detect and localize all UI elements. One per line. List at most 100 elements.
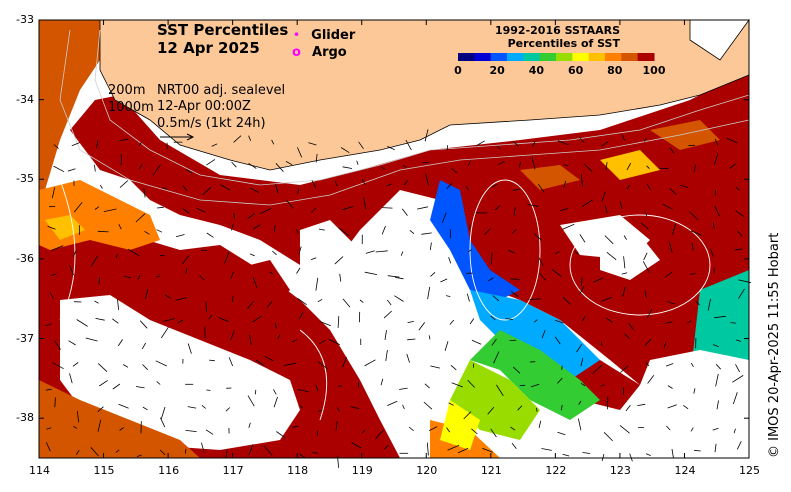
current-arrow: [248, 422, 251, 428]
current-arrow: [46, 427, 52, 430]
current-arrow: [690, 362, 694, 367]
current-arrow: [604, 235, 614, 245]
contour-1000m-label: 1000m: [108, 100, 154, 115]
current-arrow: [49, 292, 54, 299]
current-arrow: [139, 320, 148, 329]
current-arrow: [643, 252, 648, 261]
current-arrow: [513, 206, 516, 216]
current-arrow: [335, 420, 338, 431]
colorbar-swatch: [490, 53, 508, 61]
current-arrow: [156, 206, 164, 209]
current-arrow: [248, 135, 252, 141]
current-arrow: [690, 427, 694, 432]
current-arrow: [209, 359, 215, 362]
current-arrow: [218, 317, 229, 322]
current-arrow: [715, 373, 719, 387]
y-tick-label: -37: [16, 331, 34, 345]
argo-legend: o Argo: [292, 41, 347, 60]
current-arrow: [735, 339, 742, 342]
current-arrow: [430, 365, 440, 369]
current-arrow: [341, 206, 354, 211]
argo-label: Argo: [312, 45, 347, 60]
current-arrow: [264, 355, 274, 362]
colorbar-tick-label: 0: [454, 64, 462, 77]
x-tick-label: 116: [158, 464, 180, 477]
current-arrow: [72, 362, 79, 367]
current-arrow: [339, 273, 342, 282]
current-arrow: [94, 206, 100, 210]
current-arrow: [690, 273, 696, 275]
current-arrow: [299, 405, 303, 409]
current-arrow: [112, 318, 119, 324]
current-arrow: [448, 402, 454, 406]
current-arrow: [422, 161, 430, 164]
contour-200m-label: 200m: [108, 83, 146, 98]
current-arrow: [421, 232, 432, 235]
current-arrow: [95, 318, 105, 321]
current-arrow: [247, 395, 255, 407]
current-arrow: [138, 142, 142, 147]
current-arrow: [687, 320, 692, 324]
current-arrow: [291, 339, 298, 343]
current-arrow: [560, 405, 563, 411]
current-arrow: [581, 315, 586, 322]
current-arrow: [579, 285, 585, 295]
current-arrow: [384, 330, 387, 340]
current-arrow: [295, 228, 299, 235]
current-arrow: [273, 396, 278, 408]
current-arrow: [52, 362, 64, 370]
current-arrow: [152, 164, 161, 176]
current-arrow: [308, 142, 317, 146]
current-arrow: [90, 447, 99, 457]
current-arrow: [551, 269, 562, 277]
current-arrow: [517, 405, 523, 411]
current-arrow: [427, 286, 431, 300]
colorbar-swatch: [458, 53, 475, 61]
current-arrow: [646, 309, 653, 319]
current-arrow: [255, 359, 265, 366]
current-arrow: [145, 288, 149, 300]
current-arrow: [76, 410, 80, 423]
current-arrow: [457, 447, 469, 454]
current-arrow: [716, 400, 719, 410]
current-arrow: [440, 278, 448, 283]
current-arrow: [230, 271, 234, 279]
current-arrow: [319, 339, 326, 345]
current-arrow: [342, 298, 351, 308]
current-arrow: [156, 381, 161, 385]
current-arrow: [185, 267, 188, 275]
current-arrow: [138, 163, 143, 170]
current-arrow: [315, 384, 319, 392]
current-arrow: [680, 184, 689, 188]
y-tick-label: -38: [16, 411, 34, 425]
current-arrow: [297, 147, 303, 158]
current-arrow: [467, 379, 475, 388]
current-arrow: [601, 141, 609, 147]
colorbar-title: 1992-2016 SSTAARS Percentiles of SST: [470, 24, 620, 50]
current-arrow: [401, 208, 408, 216]
current-arrow: [622, 134, 625, 141]
current-arrow: [557, 431, 566, 436]
current-arrow: [601, 296, 612, 302]
current-arrow: [266, 301, 273, 308]
current-arrow: [175, 234, 185, 238]
current-arrow: [405, 139, 412, 151]
current-arrow: [211, 143, 218, 147]
current-arrow: [664, 321, 673, 324]
current-arrow: [645, 453, 651, 456]
current-arrow: [561, 365, 563, 370]
current-arrow: [318, 410, 323, 412]
current-arrow: [619, 201, 623, 209]
sealevel-contours: [59, 179, 711, 421]
current-arrow: [466, 293, 470, 302]
current-arrow: [622, 286, 626, 297]
x-tick-label: 119: [351, 464, 373, 477]
x-tick-label: 117: [222, 464, 244, 477]
current-arrow: [732, 375, 744, 383]
current-arrow: [538, 257, 544, 267]
current-arrow: [606, 251, 617, 261]
depth-contours: [59, 29, 750, 206]
colorbar-tick-label: 40: [528, 64, 545, 77]
current-arrow: [441, 212, 447, 223]
current-arrow: [117, 299, 119, 310]
